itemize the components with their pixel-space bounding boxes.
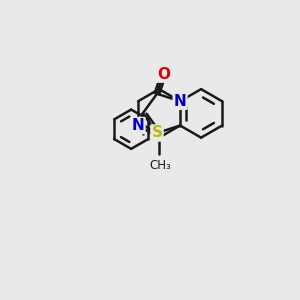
Text: O: O [157,67,170,82]
Text: CH₃: CH₃ [149,159,171,172]
Text: N: N [132,118,145,133]
Text: N: N [174,94,187,109]
Text: S: S [152,125,163,140]
